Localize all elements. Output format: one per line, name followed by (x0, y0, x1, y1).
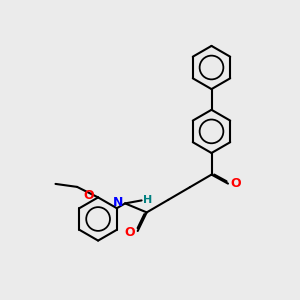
Text: O: O (125, 226, 135, 239)
Text: O: O (83, 189, 94, 203)
Text: H: H (143, 195, 152, 206)
Text: N: N (113, 196, 124, 209)
Text: O: O (230, 177, 241, 190)
